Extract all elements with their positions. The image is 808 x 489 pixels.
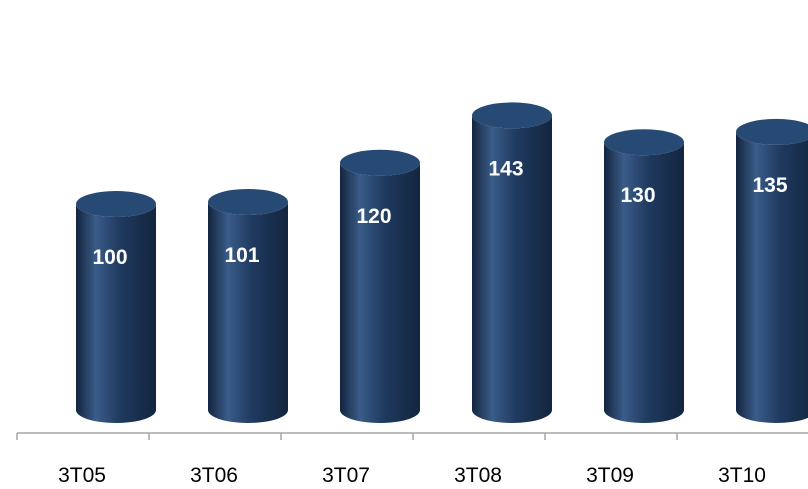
bar-body <box>76 204 156 423</box>
data-label: 143 <box>488 157 523 180</box>
x-tick-label: 3T09 <box>586 464 634 487</box>
x-tick-label: 3T10 <box>718 464 766 487</box>
x-axis-ticks <box>16 433 678 440</box>
data-label: 120 <box>356 205 391 228</box>
bar-top <box>736 118 808 145</box>
data-label: 135 <box>752 174 787 197</box>
x-tick-label: 3T05 <box>58 464 106 487</box>
data-label: 101 <box>224 244 259 267</box>
data-labels-layer: 100 101 120 143 130 135 <box>92 157 787 269</box>
bar-3T05 <box>76 191 156 423</box>
data-label: 130 <box>620 184 655 207</box>
bar-top <box>472 102 552 129</box>
bar-body <box>736 131 808 423</box>
bar-top <box>604 129 684 156</box>
x-tick-label: 3T08 <box>454 464 502 487</box>
x-tick-label: 3T06 <box>190 464 238 487</box>
bars-layer <box>76 102 808 424</box>
data-label: 100 <box>92 246 127 269</box>
bar-top <box>340 149 420 176</box>
bar-3T08 <box>472 102 552 424</box>
bar-3T09 <box>604 129 684 423</box>
x-axis-tick-labels: 3T05 3T06 3T07 3T08 3T09 3T10 <box>58 464 766 487</box>
bar-body <box>340 162 420 424</box>
bar-top <box>76 191 156 217</box>
bar-top <box>208 188 288 215</box>
bar-body <box>604 142 684 423</box>
bar-3T07 <box>340 149 420 424</box>
bar-3T10 <box>736 118 808 423</box>
x-tick-label: 3T07 <box>322 464 370 487</box>
bar-3T06 <box>208 188 288 423</box>
bar-body <box>208 201 288 423</box>
bar-body <box>472 115 552 424</box>
